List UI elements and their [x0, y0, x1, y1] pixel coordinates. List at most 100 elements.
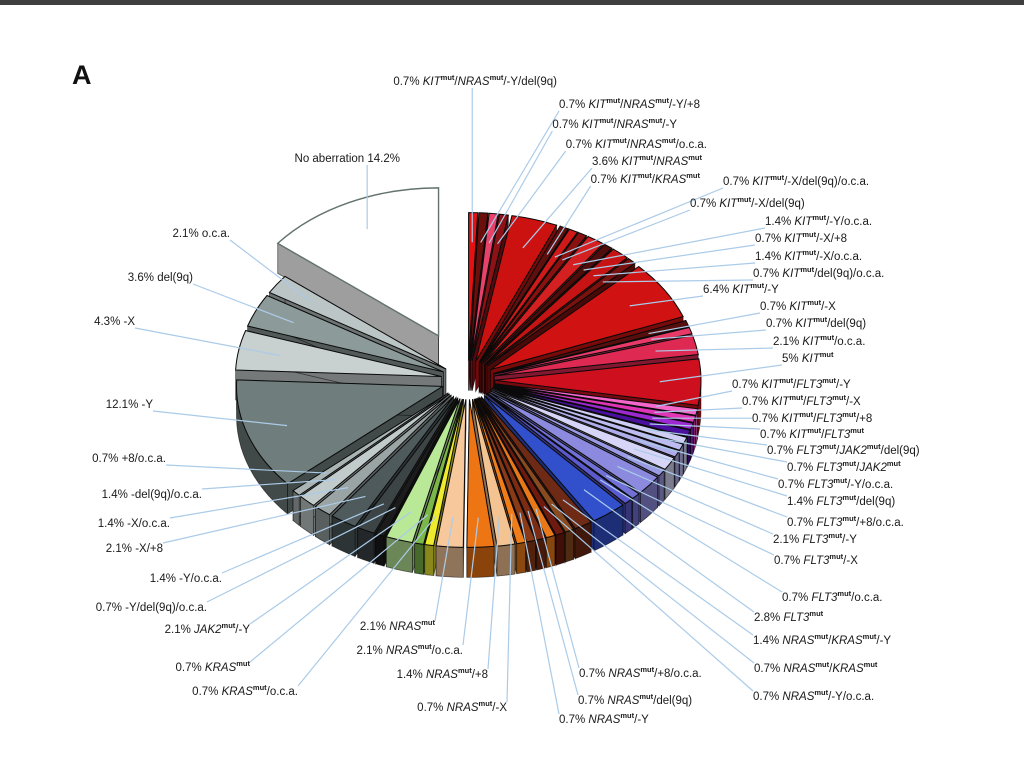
slice-label: 0.7% KITmut/-X/del(9q)/o.c.a.: [723, 173, 870, 188]
slice-label: 3.6% KITmut/NRASmut: [592, 153, 702, 168]
slice-label: 2.1% -X/+8: [105, 543, 163, 555]
pie-slice[interactable]: [471, 213, 509, 361]
pie-slice[interactable]: [236, 379, 445, 485]
leader-line: [229, 239, 312, 302]
pie-slice[interactable]: [479, 397, 575, 533]
slice-label: No aberration 14.2%: [294, 153, 400, 165]
pie-slice[interactable]: [468, 212, 479, 361]
pie-slice[interactable]: [494, 383, 699, 416]
pie-slice[interactable]: [246, 294, 444, 373]
pie-slice[interactable]: [493, 386, 688, 445]
pie-slice[interactable]: [314, 394, 452, 516]
leader-line: [583, 244, 756, 271]
leader-line: [434, 517, 454, 622]
slice-label: 0.7% KITmut/FLT3mut/-X: [742, 393, 861, 408]
pie-slice[interactable]: [268, 275, 447, 370]
slice-label: 0.7% KITmut/del(9q): [766, 315, 867, 330]
pie-slice[interactable]: [469, 212, 489, 361]
pie-slice[interactable]: [485, 248, 628, 366]
pie-slice[interactable]: [487, 393, 640, 500]
slice-label: 5% KITmut: [782, 350, 834, 365]
leader-line: [654, 407, 743, 413]
leader-line: [551, 503, 755, 664]
pie-slice[interactable]: [479, 228, 579, 363]
panel-letter: A: [72, 60, 92, 90]
leader-line: [134, 327, 280, 356]
slice-label: 2.1% NRASmut: [359, 618, 435, 633]
pie-slice[interactable]: [480, 396, 592, 530]
pie-slice[interactable]: [276, 187, 440, 338]
leader-line: [562, 499, 754, 636]
pie-slice[interactable]: [490, 265, 684, 371]
slice-label: 0.7% NRASmut/+8/o.c.a.: [579, 665, 702, 680]
pie-slice[interactable]: [356, 397, 457, 534]
pie-slice[interactable]: [494, 384, 697, 423]
slice-label: 0.7% FLT3mut/-X: [774, 552, 858, 567]
slice-label: 0.7% KITmut/NRASmut/-Y/+8: [559, 96, 700, 111]
leader-line: [488, 130, 553, 244]
slice-label: 0.7% NRASmut/KRASmut: [754, 660, 878, 675]
pie-slice[interactable]: [435, 399, 467, 548]
slice-label: 0.7% KITmut/KRASmut: [590, 171, 700, 186]
pie-slice-rim: [555, 531, 565, 566]
pie-slice[interactable]: [475, 398, 547, 541]
slice-label: 2.8% FLT3mut: [754, 609, 824, 624]
slice-label: 0.7% FLT3mut/JAK2mut: [787, 459, 901, 474]
slice-label: 1.4% NRASmut/+8: [396, 666, 488, 681]
leader-line: [297, 515, 437, 687]
leader-line: [519, 512, 560, 715]
slice-label: 0.7% NRASmut/-X: [417, 699, 507, 714]
slice-label: 0.7% FLT3mut/JAK2mut/del(9q): [767, 442, 920, 457]
pie-slice[interactable]: [493, 385, 691, 438]
leader-line: [165, 464, 327, 474]
slice-label: 6.4% KITmut/-Y: [703, 281, 779, 296]
slice-label: 0.7% KITmut/-X/+8: [755, 230, 848, 245]
pie-slice[interactable]: [483, 243, 613, 365]
pie-slice[interactable]: [475, 215, 558, 362]
slice-label: 1.4% -X/o.c.a.: [97, 518, 170, 530]
pie-slice[interactable]: [235, 330, 442, 378]
pie-slice[interactable]: [492, 387, 684, 451]
pie-slice[interactable]: [480, 232, 588, 364]
pie-slice-rim: [496, 543, 516, 577]
pie-slice[interactable]: [492, 388, 680, 458]
leader-lines: [134, 88, 788, 715]
leader-line: [599, 479, 783, 593]
slice-label: 0.7% KITmut/FLT3mut: [760, 426, 865, 441]
pie-slice[interactable]: [483, 395, 624, 522]
slice-label: 0.7% +8/o.c.a.: [92, 453, 166, 465]
pie-slice[interactable]: [494, 358, 702, 406]
slice-label: 0.7% KITmut/del(9q)/o.c.a.: [753, 265, 885, 280]
slice-label: 1.4% KITmut/-X/o.c.a.: [755, 248, 863, 263]
leader-line: [639, 440, 779, 480]
pie-slice[interactable]: [491, 389, 675, 470]
slice-label: 2.1% NRASmut/o.c.a.: [356, 642, 463, 657]
leader-line: [629, 295, 704, 307]
slice-label: 0.7% NRASmut/del(9q): [578, 692, 693, 707]
leader-line: [655, 347, 774, 352]
pie-slice[interactable]: [486, 257, 636, 367]
pie-slice[interactable]: [493, 326, 693, 375]
leader-line: [152, 410, 288, 427]
leader-line: [659, 364, 783, 383]
slice-label: 2.1% KITmut/o.c.a.: [773, 333, 866, 348]
pie-slice[interactable]: [374, 397, 459, 537]
pie-slice[interactable]: [299, 393, 450, 507]
pie-slice[interactable]: [478, 397, 566, 536]
pie-slice[interactable]: [385, 398, 461, 544]
slice-label: 4.3% -X: [94, 316, 135, 328]
leader-line: [522, 167, 593, 249]
slice-label: 1.4% -del(9q)/o.c.a.: [101, 489, 202, 501]
leader-line: [651, 329, 767, 340]
pie-slice-rim: [632, 492, 640, 530]
slice-label: 0.7% -Y/del(9q)/o.c.a.: [95, 602, 207, 614]
slice-label: 0.7% NRASmut/-Y/o.c.a.: [753, 688, 875, 703]
pie-slice[interactable]: [424, 399, 464, 547]
leader-line: [527, 510, 579, 696]
pie-slice[interactable]: [477, 397, 556, 539]
pie-slice[interactable]: [466, 399, 495, 548]
leader-line: [617, 465, 774, 535]
pie-slice-rim: [565, 528, 575, 563]
